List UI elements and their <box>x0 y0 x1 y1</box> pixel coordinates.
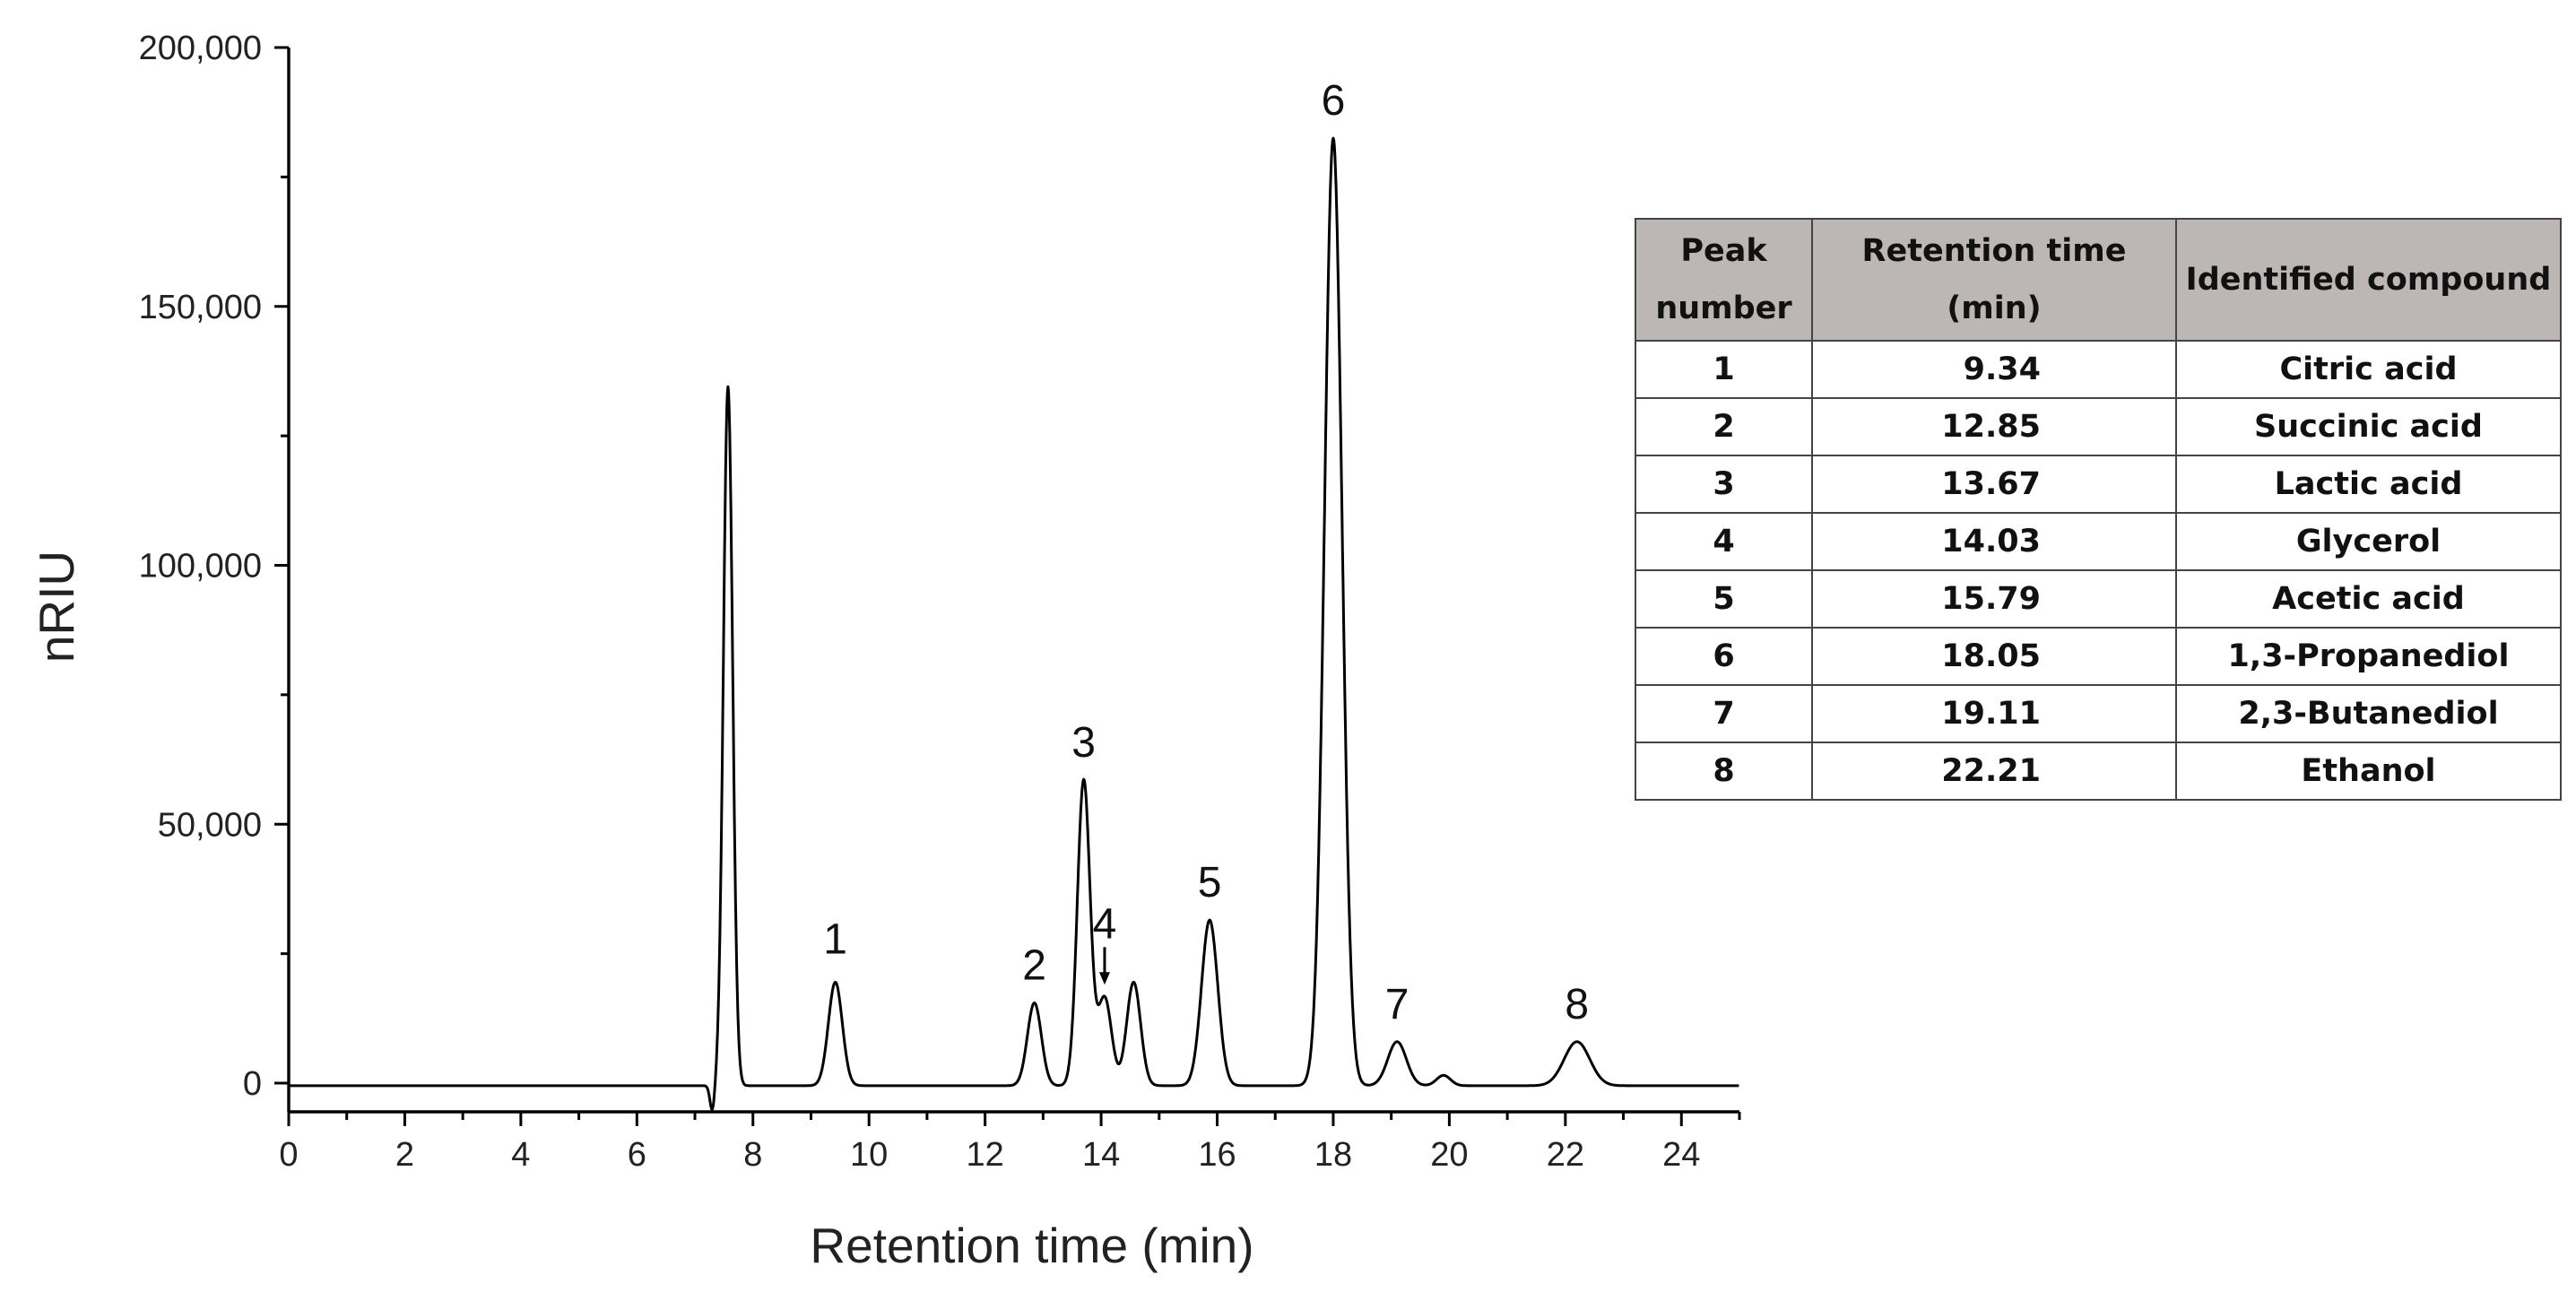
x-tick-label: 8 <box>743 1136 762 1174</box>
cell-peak-number: 2 <box>1635 397 1813 456</box>
cell-peak-number: 1 <box>1635 340 1813 399</box>
table-row: 8 22.21 Ethanol <box>1635 742 2562 801</box>
table-row: 6 18.05 1,3-Propanediol <box>1635 627 2562 686</box>
x-tick-label: 16 <box>1198 1136 1236 1174</box>
table-body: 1 9.34 Citric acid 2 12.85 Succinic acid 3 13.6… <box>1635 340 2562 801</box>
cell-retention-time: 14.03 <box>1811 512 2177 571</box>
cell-retention-time: 18.05 <box>1811 627 2177 686</box>
chromatogram-trace <box>288 136 1740 1111</box>
y-axis-title: nRIU <box>29 551 84 663</box>
x-tick-label: 4 <box>511 1136 530 1174</box>
peak-label-3: 3 <box>1071 719 1096 767</box>
x-tick-label: 2 <box>395 1136 414 1174</box>
cell-compound: Acetic acid <box>2175 569 2562 629</box>
y-tick-label: 150,000 <box>139 289 262 326</box>
cell-compound: Lactic acid <box>2175 455 2562 514</box>
peak-labels: 1 2 3 4 5 6 7 8 <box>823 77 1589 1028</box>
cell-compound: Succinic acid <box>2175 397 2562 456</box>
cell-peak-number: 8 <box>1635 742 1813 801</box>
axes: 0 2 4 6 8 10 12 14 16 18 20 22 24050,000100,000150,0… <box>139 30 1741 1174</box>
table-row: 5 15.79 Acetic acid <box>1635 569 2562 629</box>
x-tick-label: 10 <box>850 1136 888 1174</box>
chromatogram-chart: 0 2 4 6 8 10 12 14 16 18 20 22 24 0 50,000 100,000 150,0… <box>29 30 1741 1273</box>
cell-retention-time: 9.34 <box>1811 340 2177 399</box>
cell-retention-time: 22.21 <box>1811 742 2177 801</box>
x-tick-label: 14 <box>1082 1136 1120 1174</box>
cell-compound: 2,3-Butanediol <box>2175 684 2562 743</box>
table-row: 1 9.34 Citric acid <box>1635 340 2562 399</box>
cell-compound: Ethanol <box>2175 742 2562 801</box>
cell-peak-number: 7 <box>1635 684 1813 743</box>
chromatogram-svg: 0 2 4 6 8 10 12 14 16 18 20 22 24050,000100,000150,0… <box>29 30 1741 1273</box>
x-tick-label: 12 <box>966 1136 1003 1174</box>
cell-retention-time: 12.85 <box>1811 397 2177 456</box>
table-row: 4 14.03 Glycerol <box>1635 512 2562 571</box>
table-row: 7 19.11 2,3-Butanediol <box>1635 684 2562 743</box>
header-retention-time: Retention time (min) <box>1811 218 2177 342</box>
cell-compound: 1,3-Propanediol <box>2175 627 2562 686</box>
peak-label-1: 1 <box>823 916 847 964</box>
peak-label-4: 4 <box>1093 900 1117 948</box>
table-row: 2 12.85 Succinic acid <box>1635 397 2562 456</box>
y-tick-label: 0 <box>243 1065 262 1103</box>
x-axis-title: Retention time (min) <box>810 1218 1253 1273</box>
x-tick-label: 20 <box>1430 1136 1468 1174</box>
cell-compound: Citric acid <box>2175 340 2562 399</box>
y-tick-label: 100,000 <box>139 548 262 585</box>
x-tick-label: 24 <box>1662 1136 1700 1174</box>
peak-4-arrowhead <box>1098 972 1110 985</box>
cell-retention-time: 15.79 <box>1811 569 2177 629</box>
cell-peak-number: 5 <box>1635 569 1813 629</box>
cell-retention-time: 13.67 <box>1811 455 2177 514</box>
cell-peak-number: 3 <box>1635 455 1813 514</box>
header-identified-compound: Identified compound <box>2175 218 2562 342</box>
x-tick-label: 22 <box>1547 1136 1584 1174</box>
y-tick-label: 200,000 <box>139 30 262 67</box>
x-tick-label: 0 <box>279 1136 298 1174</box>
cell-compound: Glycerol <box>2175 512 2562 571</box>
x-tick-label: 18 <box>1314 1136 1352 1174</box>
peak-label-8: 8 <box>1565 981 1589 1028</box>
peak-label-5: 5 <box>1198 859 1222 906</box>
cell-peak-number: 6 <box>1635 627 1813 686</box>
peak-label-6: 6 <box>1322 77 1346 125</box>
peak-identification-table: Peak number Retention time (min) Identif… <box>1635 218 2562 801</box>
header-peak-number: Peak number <box>1635 218 1813 342</box>
cell-retention-time: 19.11 <box>1811 684 2177 743</box>
peak-label-2: 2 <box>1022 942 1046 990</box>
peak-label-7: 7 <box>1385 981 1409 1028</box>
table-row: 3 13.67 Lactic acid <box>1635 455 2562 514</box>
x-tick-label: 6 <box>628 1136 646 1174</box>
cell-peak-number: 4 <box>1635 512 1813 571</box>
table-header-row: Peak number Retention time (min) Identif… <box>1635 218 2562 342</box>
y-tick-label: 50,000 <box>158 806 262 844</box>
